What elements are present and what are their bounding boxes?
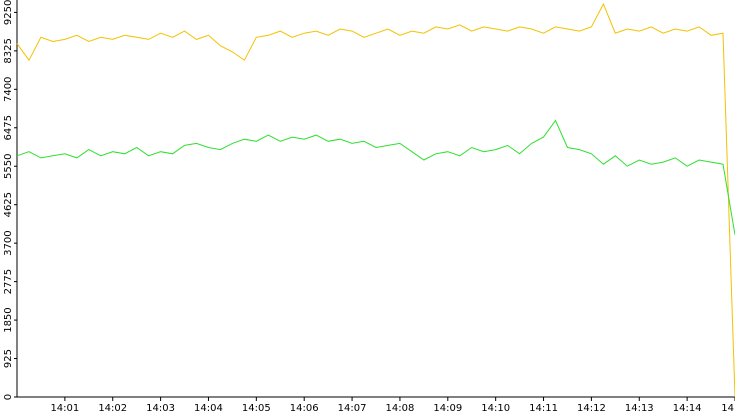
x-tick-label: 14:06 <box>290 403 319 414</box>
y-tick-label: 1850 <box>3 307 14 332</box>
y-tick-label: 7400 <box>3 77 14 102</box>
y-tick-label: 3700 <box>3 230 14 255</box>
x-tick-label: 14:01 <box>50 403 79 414</box>
x-tick-label: 14:05 <box>242 403 271 414</box>
x-tick-label: 14:11 <box>529 403 558 414</box>
y-tick-label: 8325 <box>3 38 14 63</box>
x-tick-label: 14:10 <box>481 403 510 414</box>
x-tick-label: 14:02 <box>98 403 127 414</box>
x-tick-label: 14:12 <box>577 403 606 414</box>
x-tick-label: 14:08 <box>386 403 415 414</box>
x-tick-label: 14:09 <box>433 403 462 414</box>
x-tick-label: 14:03 <box>146 403 175 414</box>
x-tick-label: 14:07 <box>338 403 367 414</box>
series-line <box>16 119 735 235</box>
x-tick-label: 14:14 <box>673 403 702 414</box>
y-tick-label: 2775 <box>3 269 14 294</box>
y-tick-label: 6475 <box>3 115 14 140</box>
y-tick-label: 4625 <box>3 192 14 217</box>
x-tick-label: 14 <box>721 403 734 414</box>
x-tick-label: 14:04 <box>194 403 223 414</box>
y-tick-label: 5550 <box>3 154 14 179</box>
x-tick-label: 14:13 <box>625 403 654 414</box>
y-tick-label: 9250 <box>3 0 14 25</box>
y-tick-label: 925 <box>3 349 14 368</box>
series-line <box>16 2 735 398</box>
y-tick-label: 0 <box>3 394 14 400</box>
